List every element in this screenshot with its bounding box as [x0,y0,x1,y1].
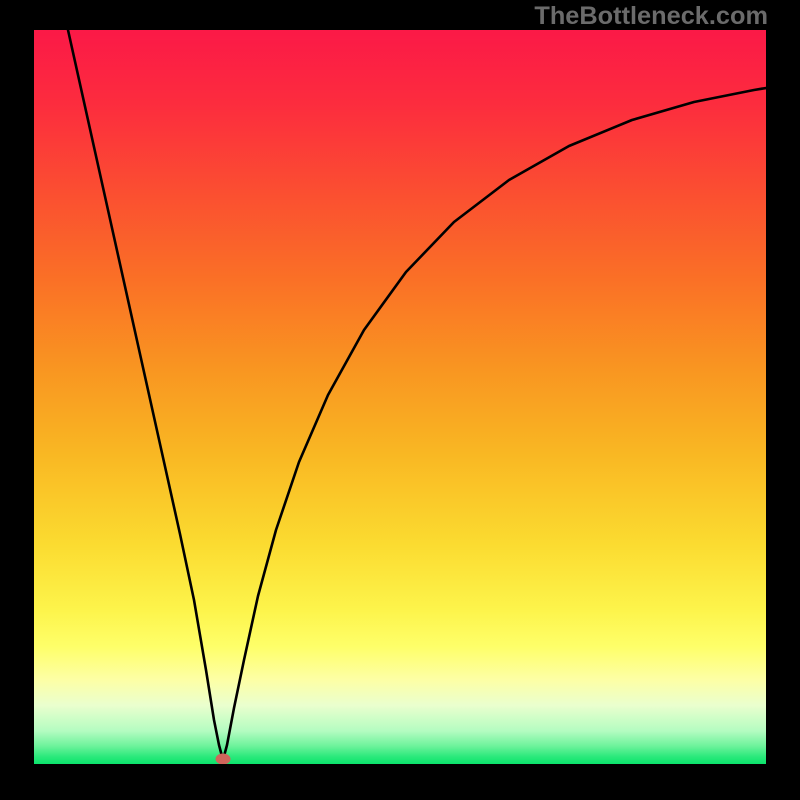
watermark-text: TheBottleneck.com [534,2,768,31]
optimum-marker [216,754,231,765]
bottleneck-curve [34,30,766,764]
bottleneck-curve-path [68,30,766,760]
chart-plot-area [34,30,766,764]
